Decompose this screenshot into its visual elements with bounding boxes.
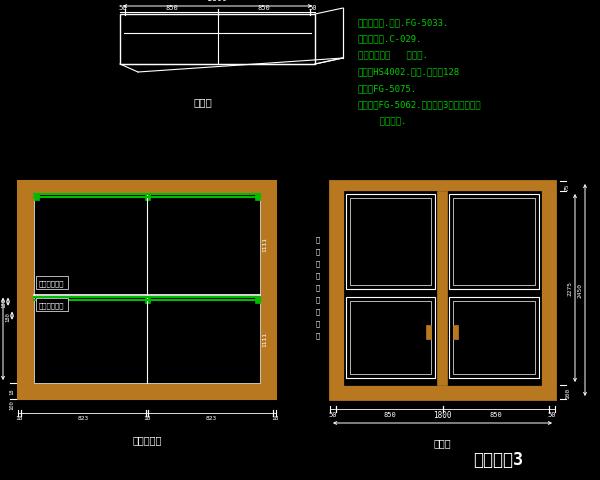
Bar: [344, 192, 541, 385]
Text: 三节轨格子柜: 三节轨格子柜: [39, 280, 65, 287]
Text: 型: 型: [316, 296, 320, 302]
Text: 内部结构图: 内部结构图: [133, 434, 161, 444]
Text: 850: 850: [257, 5, 270, 11]
Text: 居: 居: [316, 272, 320, 278]
Text: 罗马柱：FG-5062.中间只做3条拉槽工艺，: 罗马柱：FG-5062.中间只做3条拉槽工艺，: [358, 100, 482, 109]
Bar: [330, 385, 555, 399]
Bar: [18, 181, 276, 193]
Bar: [330, 181, 555, 192]
Text: 顶线：FG-5075.: 顶线：FG-5075.: [358, 84, 417, 93]
Bar: [541, 181, 555, 399]
Bar: [346, 194, 435, 289]
Text: 50: 50: [118, 5, 127, 11]
Text: 100: 100: [9, 399, 14, 409]
Text: 180: 180: [5, 311, 10, 321]
Text: 50: 50: [308, 5, 317, 11]
Text: 100: 100: [565, 386, 570, 398]
Text: 不带两头.: 不带两头.: [358, 117, 406, 126]
Text: 柜体：白色，   颏粒板.: 柜体：白色， 颏粒板.: [358, 51, 428, 60]
Text: 侧: 侧: [316, 236, 320, 242]
Text: 加: 加: [316, 260, 320, 266]
Text: 850: 850: [383, 411, 396, 417]
Bar: [145, 296, 150, 303]
Bar: [34, 193, 260, 383]
Text: 1800: 1800: [208, 0, 227, 3]
Bar: [350, 199, 431, 286]
Bar: [426, 325, 431, 340]
Bar: [330, 181, 344, 399]
Text: 850: 850: [165, 5, 178, 11]
Text: 18: 18: [16, 415, 23, 420]
Bar: [145, 193, 150, 201]
Bar: [453, 325, 458, 340]
Text: 见: 见: [316, 308, 320, 314]
Bar: [437, 192, 447, 385]
Text: 18: 18: [143, 415, 151, 420]
Text: 18: 18: [271, 415, 278, 420]
Bar: [120, 15, 315, 65]
Text: 823: 823: [205, 415, 217, 420]
Bar: [449, 298, 539, 378]
Text: 1111: 1111: [262, 332, 267, 347]
Text: 2275: 2275: [567, 281, 572, 296]
Bar: [18, 181, 276, 399]
Text: 面: 面: [316, 248, 320, 254]
Bar: [350, 301, 431, 374]
Bar: [18, 181, 34, 399]
Text: 180: 180: [1, 297, 6, 307]
Bar: [255, 193, 260, 201]
Text: 二楼主卧3: 二楼主卧3: [473, 450, 523, 468]
Bar: [453, 301, 535, 374]
Text: 门: 门: [316, 284, 320, 290]
Bar: [18, 383, 276, 399]
Text: 板: 板: [316, 332, 320, 338]
Text: 门板图: 门板图: [434, 437, 451, 447]
Text: 1111: 1111: [262, 237, 267, 252]
Bar: [330, 181, 555, 399]
Bar: [255, 296, 260, 303]
Text: 1800: 1800: [433, 410, 452, 419]
Bar: [346, 298, 435, 378]
Text: 850: 850: [489, 411, 502, 417]
Bar: [34, 193, 39, 201]
Text: 50: 50: [329, 411, 337, 417]
Text: 50: 50: [548, 411, 556, 417]
Text: 2450: 2450: [577, 283, 582, 298]
Text: 823: 823: [77, 415, 89, 420]
Text: 平面图: 平面图: [193, 97, 212, 107]
Text: 门型：实木.红橡.FG-5033.: 门型：实木.红橡.FG-5033.: [358, 18, 449, 27]
Text: 18: 18: [9, 388, 14, 395]
Text: 光: 光: [316, 320, 320, 326]
Bar: [260, 181, 276, 399]
Bar: [449, 194, 539, 289]
Text: 颜色：白色.C-029.: 颜色：白色.C-029.: [358, 35, 422, 43]
Text: 三节轨普通柜: 三节轨普通柜: [39, 302, 65, 308]
Bar: [453, 199, 535, 286]
Text: 75: 75: [565, 183, 570, 191]
Text: 拉手：HS4002.青古.孔距：128: 拉手：HS4002.青古.孔距：128: [358, 67, 460, 76]
